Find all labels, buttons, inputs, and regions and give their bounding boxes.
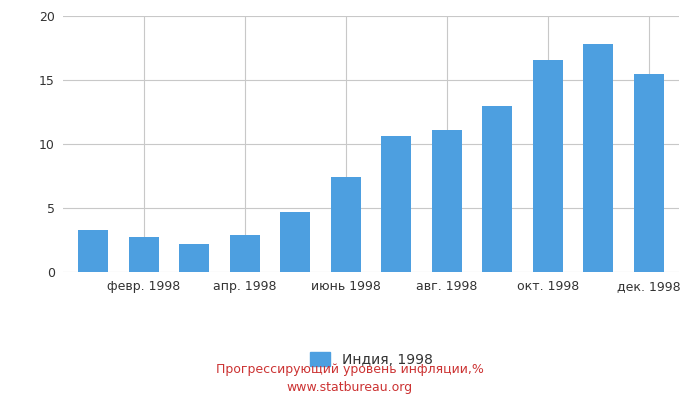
Bar — [179, 244, 209, 272]
Legend: Индия, 1998: Индия, 1998 — [304, 347, 438, 372]
Bar — [583, 44, 613, 272]
Bar — [280, 212, 310, 272]
Bar — [381, 136, 412, 272]
Bar — [533, 60, 563, 272]
Bar — [482, 106, 512, 272]
Bar — [330, 177, 361, 272]
Bar — [129, 238, 159, 272]
Bar — [78, 230, 108, 272]
Text: Прогрессирующий уровень инфляции,%: Прогрессирующий уровень инфляции,% — [216, 364, 484, 376]
Bar — [230, 235, 260, 272]
Text: www.statbureau.org: www.statbureau.org — [287, 382, 413, 394]
Bar — [432, 130, 462, 272]
Bar — [634, 74, 664, 272]
